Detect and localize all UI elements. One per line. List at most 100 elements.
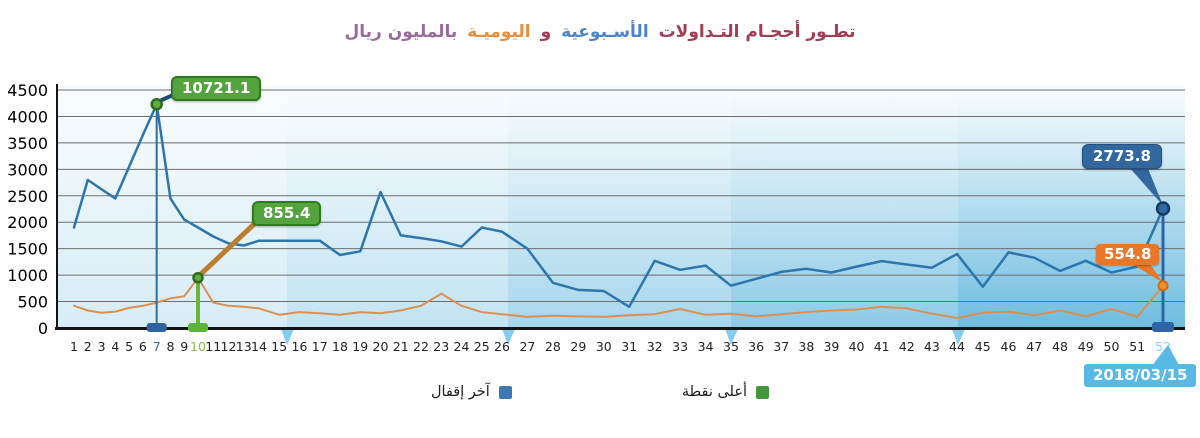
x-tick-label-32: 32 [647,339,663,354]
x-tick-label-45: 45 [975,339,991,354]
x-tick-label-41: 41 [874,339,890,354]
x-tick-label-35: 35 [723,339,739,354]
background-band-0 [57,85,287,328]
title-segment-volumes: تطـور أحجـام التـداولات [658,22,856,42]
y-tick-label-1500: 1500 [7,240,48,259]
highest-point-daily-callout: 855.4 [252,201,322,226]
y-tick-label-3500: 3500 [7,134,48,153]
x-tick-label-13: 13 [236,339,252,354]
x-tick-label-9: 9 [180,339,188,354]
period-divider-marker-2 [725,329,738,345]
x-tick-label-25: 25 [474,339,490,354]
x-tick-label-19: 19 [352,339,368,354]
x-tick-label-8: 8 [166,339,174,354]
legend-item-last-close[interactable]: آخر إقفال [431,384,512,400]
y-tick-label-500: 500 [17,293,48,312]
x-tick-label-6: 6 [139,339,147,354]
last-date-badge: 2018/03/15 [1084,364,1197,387]
daily-volume-line [73,276,1164,319]
x-tick-label-1: 1 [70,339,78,354]
x-tick-label-17: 17 [312,339,328,354]
x-tick-label-44: 44 [949,339,965,354]
x-tick-label-16: 16 [292,339,308,354]
weekly-high-marker[interactable] [150,98,163,111]
x-tick-label-18: 18 [332,339,348,354]
legend-item-highest-point[interactable]: أعلى نقطة [681,384,770,400]
x-tick-label-39: 39 [823,339,839,354]
daily-last-marker[interactable] [1157,280,1169,292]
week52-axis-marker [1152,322,1174,332]
title-segment-and: و [540,22,552,42]
x-tick-label-5: 5 [125,339,133,354]
title-segment-daily: اليوميـة [467,22,531,42]
y-tick-label-2000: 2000 [7,213,48,232]
x-tick-label-36: 36 [748,339,764,354]
x-tick-label-22: 22 [413,339,429,354]
weekly-volume-line [72,103,1165,309]
x-tick-label-3: 3 [98,339,106,354]
x-tick-label-38: 38 [798,339,814,354]
x-tick-label-43: 43 [924,339,940,354]
x-tick-label-7: 7 [153,339,161,354]
x-tick-label-14: 14 [251,339,267,354]
background-band-3 [731,85,958,328]
x-tick-label-21: 21 [393,339,409,354]
x-tick-label-40: 40 [849,339,865,354]
period-divider-marker-1 [502,329,515,345]
x-tick-label-33: 33 [672,339,688,354]
x-tick-label-4: 4 [111,339,119,354]
highest-point-weekly-callout: 10721.1 [171,76,262,101]
x-tick-label-27: 27 [519,339,535,354]
x-tick-label-11: 11 [205,339,221,354]
x-tick-label-31: 31 [621,339,637,354]
x-tick-label-12: 12 [221,339,237,354]
last-close-weekly-callout-pointer [1128,166,1163,206]
last-close-weekly-callout: 2773.8 [1082,144,1162,169]
daily-high-marker[interactable] [192,272,204,284]
background-band-1 [287,85,508,328]
last-close-daily-callout-pointer [1132,264,1163,283]
x-tick-label-2: 2 [84,339,92,354]
week7-axis-marker [146,323,167,332]
title-segment-weekly: الأسـبوعية [561,22,649,42]
x-tick-label-20: 20 [373,339,389,354]
legend-label-highest-point: أعلى نقطة [681,384,748,400]
weekly-last-marker[interactable] [1155,201,1171,216]
x-tick-label-26: 26 [494,339,510,354]
background-band-2 [508,85,731,328]
x-tick-label-30: 30 [596,339,612,354]
y-tick-label-1000: 1000 [7,266,48,285]
period-divider-marker-0 [281,329,294,345]
x-tick-label-28: 28 [545,339,561,354]
week10-axis-marker [188,323,208,332]
title-segment-unit: بالمليون ريال [344,22,458,42]
last-close-daily-callout: 554.8 [1096,244,1160,265]
x-tick-label-42: 42 [899,339,915,354]
x-tick-label-50: 50 [1104,339,1120,354]
x-tick-label-23: 23 [433,339,449,354]
y-tick-label-3000: 3000 [7,160,48,179]
x-tick-label-46: 46 [1001,339,1017,354]
y-tick-label-2500: 2500 [7,187,48,206]
y-tick-label-0: 0 [38,319,48,338]
highest-point-swatch [756,385,770,399]
x-tick-label-49: 49 [1078,339,1094,354]
chart-title: تطـور أحجـام التـداولات الأسـبوعية و الي… [0,22,1200,42]
last-close-swatch [498,385,512,399]
legend: آخر إقفال أعلى نقطة [0,384,1200,400]
x-tick-label-29: 29 [570,339,586,354]
x-tick-label-37: 37 [773,339,789,354]
background-band-4 [958,85,1185,328]
x-tick-label-51: 51 [1129,339,1145,354]
y-tick-label-4000: 4000 [7,107,48,126]
y-tick-label-4500: 4500 [7,81,48,100]
x-tick-label-24: 24 [454,339,470,354]
legend-label-last-close: آخر إقفال [430,384,490,400]
x-tick-label-10: 10 [190,339,206,354]
last-date-pointer [1151,345,1180,367]
x-tick-label-47: 47 [1026,339,1042,354]
x-tick-label-15: 15 [271,339,287,354]
x-tick-label-34: 34 [698,339,714,354]
